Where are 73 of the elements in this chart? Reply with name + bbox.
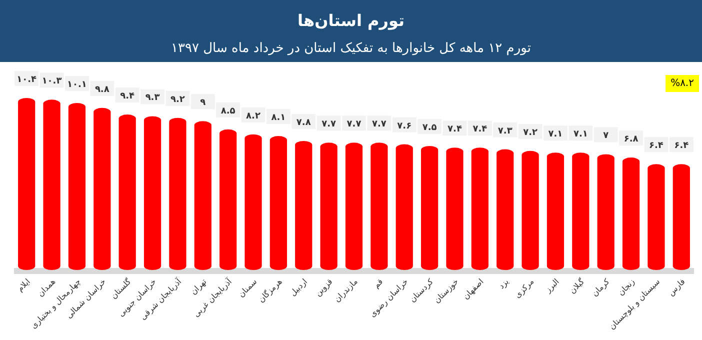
data-label: ۶.۸: [624, 134, 639, 145]
bar: [396, 144, 413, 270]
data-label: ۷: [603, 131, 610, 142]
x-tick-label: قزوین: [313, 276, 334, 298]
data-label: ۶.۴: [649, 141, 664, 152]
bar: [118, 114, 136, 270]
bar: [320, 142, 338, 270]
data-label: ۷.۷: [372, 120, 387, 130]
data-label: ۹.۸: [94, 84, 110, 95]
data-label: ۷.۷: [346, 120, 362, 130]
data-label: ۹: [200, 98, 206, 108]
data-label: ۷.۱: [573, 130, 588, 140]
x-tick-label: همدان: [36, 277, 58, 298]
bar: [270, 136, 288, 270]
data-label: ۱۰.۳: [42, 76, 62, 87]
bar: [68, 102, 86, 270]
bar: [597, 154, 614, 270]
x-tick-label: فارس: [666, 276, 687, 298]
x-tick-label: مرکزی: [512, 277, 536, 300]
data-label: ۷.۳: [498, 126, 513, 136]
bar: [43, 100, 60, 270]
data-label: ۸.۱: [271, 113, 286, 124]
bar: [522, 150, 539, 270]
x-tick-label: گلستان: [108, 276, 133, 301]
x-tick-label: یزد: [496, 277, 511, 291]
data-label: ۷.۸: [296, 118, 312, 128]
bar: [420, 146, 438, 270]
x-tick-label: گیلان: [567, 276, 586, 296]
bar: [194, 121, 212, 270]
data-label: ۷.۴: [472, 124, 488, 135]
x-tick-label: اردبیل: [288, 277, 310, 298]
bar: [572, 152, 590, 270]
bar: [345, 142, 363, 270]
bar: [471, 148, 488, 270]
x-tick-label: تهران: [188, 277, 208, 296]
x-tick-label: ایلام: [16, 277, 32, 294]
data-label: ۹.۲: [170, 94, 186, 105]
x-tick-label: اصفهان: [461, 277, 486, 302]
data-label: ۷.۵: [422, 122, 438, 133]
data-label: ۷.۱: [548, 130, 563, 140]
x-tick-label: قم: [372, 276, 385, 290]
bar: [244, 134, 262, 270]
bar: [370, 142, 388, 270]
x-tick-label: کرمان: [590, 276, 612, 298]
bar: [672, 164, 690, 270]
x-tick-label: مازندران: [332, 277, 360, 304]
data-label: ۷.۶: [397, 121, 412, 132]
bar: [169, 118, 186, 270]
data-label: ۷.۲: [523, 128, 538, 138]
bar: [446, 148, 464, 270]
bar: [144, 116, 162, 270]
data-label: ۷.۴: [448, 124, 462, 135]
bar: [496, 149, 514, 270]
data-label: ۹.۳: [145, 93, 160, 104]
bar: [18, 98, 36, 270]
data-label: ۱۰.۴: [16, 75, 38, 85]
bar: [648, 164, 665, 270]
data-label: ۸.۲: [246, 111, 261, 122]
bar: [94, 108, 111, 270]
data-label: ۹.۴: [120, 92, 136, 102]
x-tick-label: البرز: [542, 277, 561, 295]
text: %۸.۲: [670, 78, 694, 89]
bar: [220, 129, 237, 270]
chart-subtitle: تورم ۱۲ ماهه کل خانوارها به تفکیک استان در خرداد ماه سال ۱۳۹۷: [171, 41, 532, 56]
data-label: ۸.۵: [220, 106, 236, 116]
bar: [546, 152, 564, 270]
data-label: ۶.۴: [674, 141, 690, 152]
chart-title: تورم استان‌ها: [297, 11, 405, 30]
x-tick-label: زنجان: [616, 276, 637, 298]
data-label: ۱۰.۱: [67, 80, 87, 90]
bar: [295, 141, 312, 270]
bar: [622, 158, 640, 270]
data-label: ۷.۷: [322, 120, 337, 130]
